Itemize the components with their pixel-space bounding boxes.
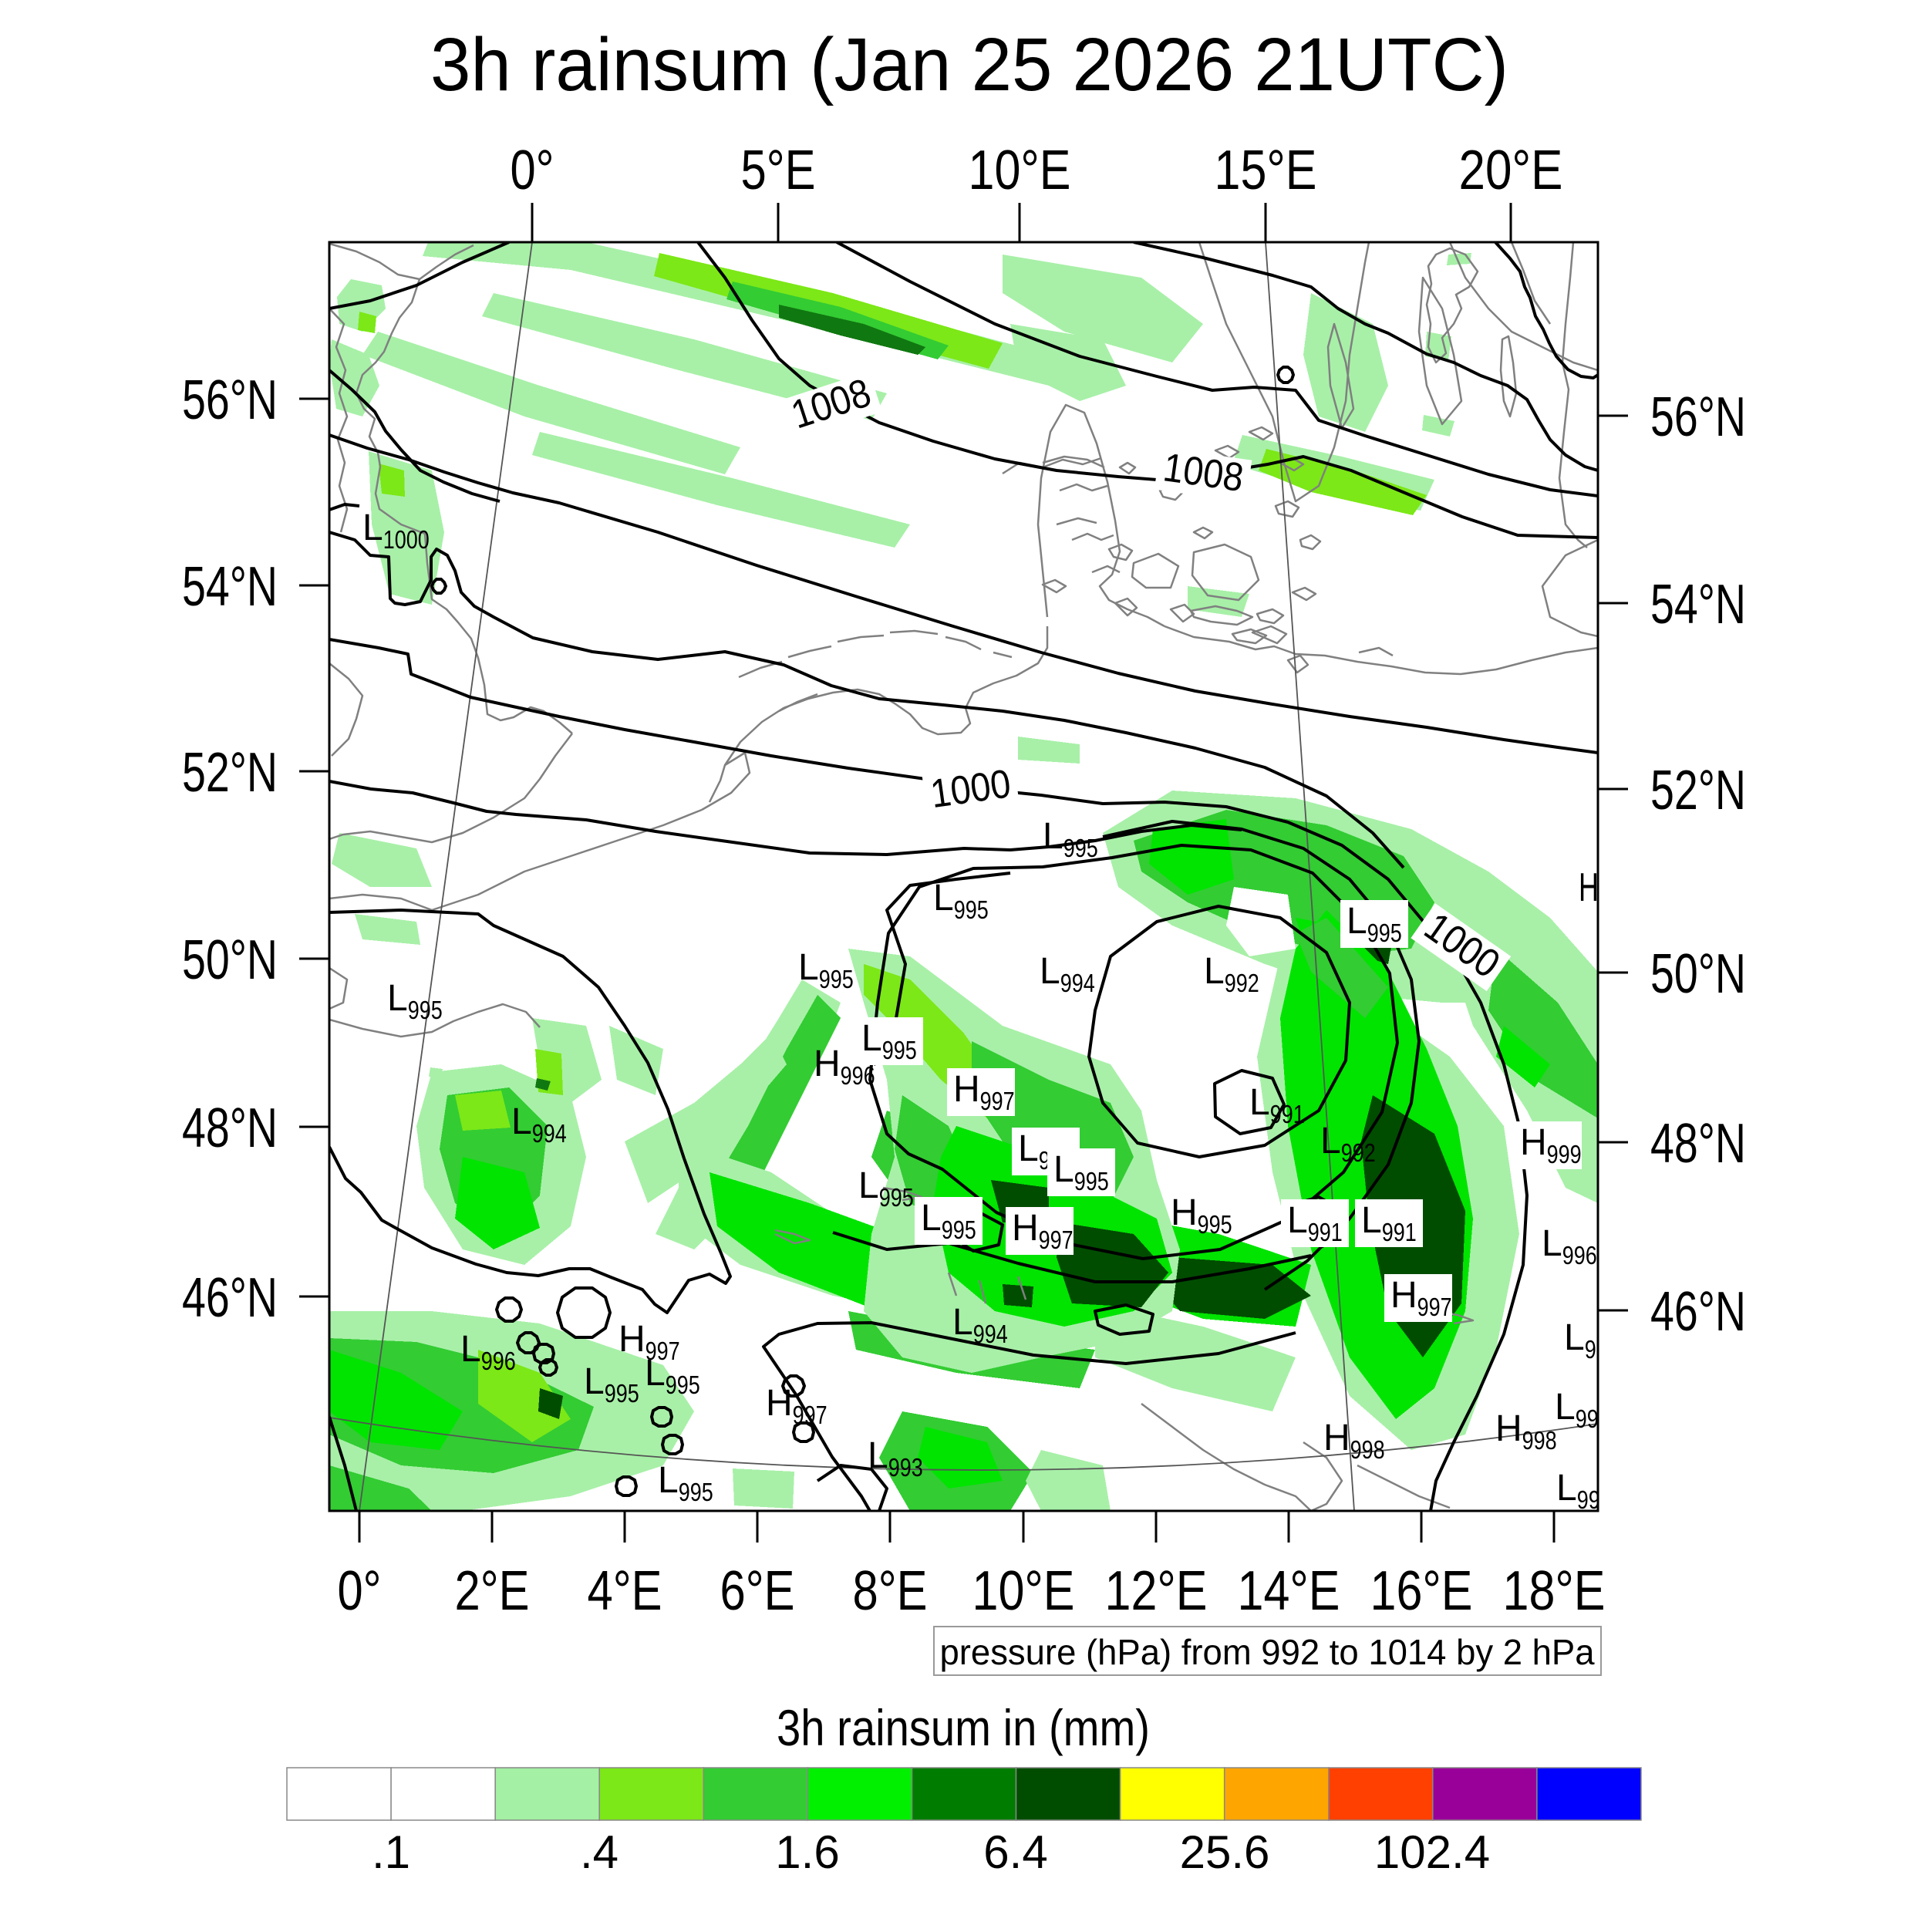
- svg-text:1.6: 1.6: [775, 1826, 839, 1878]
- svg-text:L995: L995: [645, 1353, 700, 1399]
- svg-text:3h rainsum (Jan 25 2026 21UTC): 3h rainsum (Jan 25 2026 21UTC): [430, 22, 1508, 106]
- svg-text:6°E: 6°E: [720, 1560, 795, 1622]
- svg-text:1000: 1000: [928, 761, 1013, 817]
- svg-text:52°N: 52°N: [1650, 760, 1746, 821]
- svg-text:48°N: 48°N: [182, 1097, 278, 1159]
- svg-text:.4: .4: [580, 1826, 619, 1878]
- svg-text:H: H: [1579, 865, 1599, 910]
- svg-text:25.6: 25.6: [1180, 1826, 1270, 1878]
- svg-text:15°E: 15°E: [1215, 140, 1317, 201]
- svg-text:46°N: 46°N: [1650, 1281, 1746, 1343]
- svg-text:46°N: 46°N: [182, 1267, 278, 1329]
- svg-text:12°E: 12°E: [1105, 1560, 1208, 1622]
- svg-text:2°E: 2°E: [455, 1560, 530, 1622]
- svg-text:14°E: 14°E: [1238, 1560, 1340, 1622]
- svg-text:.1: .1: [372, 1826, 410, 1878]
- svg-text:16°E: 16°E: [1370, 1560, 1473, 1622]
- svg-text:6.4: 6.4: [983, 1826, 1047, 1878]
- svg-text:5°E: 5°E: [741, 140, 816, 201]
- svg-text:0°: 0°: [338, 1560, 382, 1622]
- svg-text:10°E: 10°E: [972, 1560, 1075, 1622]
- svg-text:L994: L994: [1040, 951, 1095, 997]
- svg-text:20°E: 20°E: [1459, 140, 1563, 201]
- svg-text:50°N: 50°N: [182, 929, 278, 991]
- svg-text:pressure (hPa) from 992 to 101: pressure (hPa) from 992 to 1014 by 2 hPa: [940, 1632, 1595, 1672]
- svg-text:54°N: 54°N: [182, 556, 278, 618]
- svg-text:3h rainsum in (mm): 3h rainsum in (mm): [777, 1699, 1150, 1756]
- svg-text:102.4: 102.4: [1374, 1826, 1490, 1878]
- svg-text:L995: L995: [584, 1361, 639, 1408]
- svg-text:56°N: 56°N: [182, 369, 278, 431]
- svg-text:8°E: 8°E: [853, 1560, 928, 1622]
- svg-text:56°N: 56°N: [1650, 386, 1746, 448]
- svg-text:54°N: 54°N: [1650, 574, 1746, 636]
- svg-text:10°E: 10°E: [969, 140, 1071, 201]
- svg-text:0°: 0°: [511, 140, 554, 201]
- svg-text:4°E: 4°E: [588, 1560, 662, 1622]
- svg-text:1008: 1008: [1161, 445, 1246, 501]
- svg-text:18°E: 18°E: [1503, 1560, 1606, 1622]
- svg-text:48°N: 48°N: [1650, 1113, 1746, 1175]
- svg-text:52°N: 52°N: [182, 742, 278, 804]
- svg-text:50°N: 50°N: [1650, 943, 1746, 1005]
